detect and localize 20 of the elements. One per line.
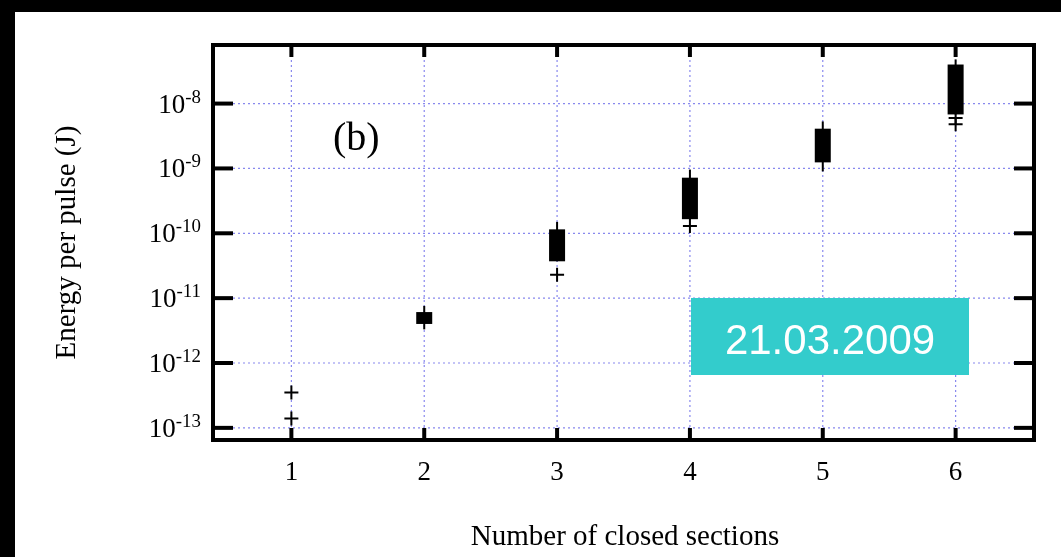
x-tick-label: 2 bbox=[417, 456, 431, 486]
y-tick-label: 10$^{-10}$ bbox=[148, 214, 201, 249]
point bbox=[682, 218, 697, 233]
x-tick-label: 5 bbox=[816, 456, 830, 486]
annotation: 21.03.2009 bbox=[724, 316, 936, 363]
y-tick-label: 10$^{-13}$ bbox=[148, 409, 201, 443]
annotation: (b) bbox=[333, 114, 380, 159]
y-tick-label: 10$^{-8}$ bbox=[158, 85, 201, 119]
x-tick-label: 3 bbox=[550, 456, 564, 486]
x-tick-label: 1 bbox=[284, 456, 299, 486]
point bbox=[550, 267, 565, 282]
x-tick-label: 6 bbox=[948, 456, 963, 486]
y-tick-label: 10$^{-11}$ bbox=[149, 279, 201, 314]
y-tick-label: 10$^{-9}$ bbox=[158, 149, 201, 184]
y-tick-label: 10$^{-12}$ bbox=[148, 344, 201, 379]
point bbox=[948, 117, 963, 132]
point bbox=[284, 385, 299, 400]
x-tick-label: 4 bbox=[683, 456, 698, 486]
x-axis-title: Number of closed sections bbox=[470, 519, 780, 551]
y-axis-title: Energy per pulse (J) bbox=[49, 125, 82, 360]
